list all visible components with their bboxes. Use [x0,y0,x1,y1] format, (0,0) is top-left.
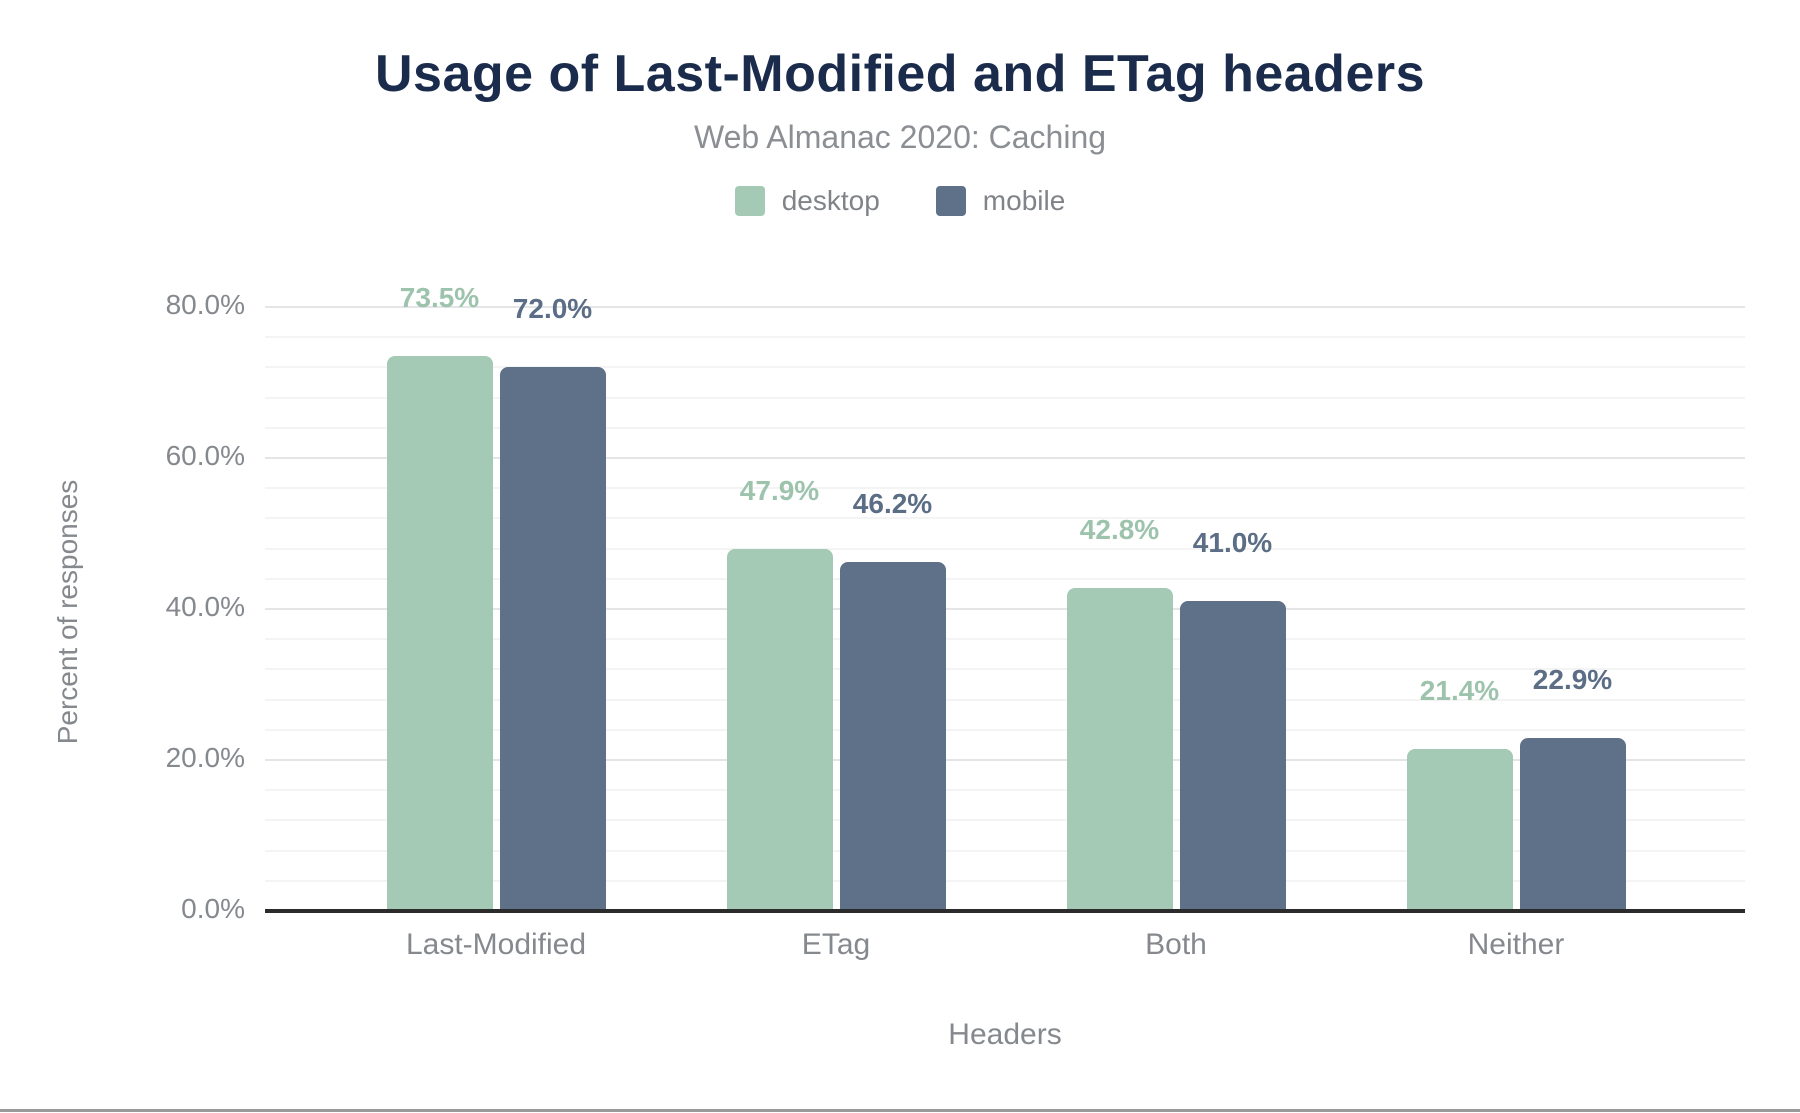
mobile-swatch-icon [935,186,966,216]
bar-desktop-both[interactable] [1066,587,1173,911]
x-axis-line [265,909,1745,913]
minor-gridline [265,849,1745,852]
y-axis-title: Percent of responses [52,479,83,745]
minor-gridline [265,426,1745,429]
bar-mobile-last-modified[interactable] [499,367,606,911]
minor-gridline [265,879,1745,882]
bar-desktop-etag[interactable] [726,549,833,911]
legend-item-mobile[interactable]: mobile [935,185,1066,217]
plot-area: 73.5% 72.0% 47.9% 46.2% 42.8% 41.0% 21.4% 22.9% [265,282,1745,911]
x-axis-title: Headers [948,1018,1062,1051]
major-gridline [265,608,1745,610]
bar-desktop-last-modified[interactable] [386,356,493,911]
minor-gridline [265,517,1745,520]
value-label-desktop-neither: 21.4% [1419,675,1500,707]
value-label-desktop-last-modified: 73.5% [399,282,480,314]
minor-gridline [265,577,1745,580]
minor-gridline [265,366,1745,369]
value-label-desktop-etag: 47.9% [739,475,820,507]
y-tick-label: 80.0% [165,289,245,320]
minor-gridline [265,487,1745,490]
minor-gridline [265,396,1745,399]
minor-gridline [265,638,1745,641]
value-label-mobile-etag: 46.2% [852,488,933,520]
minor-gridline [265,336,1745,339]
legend-item-desktop[interactable]: desktop [734,185,880,217]
legend-label-mobile: mobile [982,185,1066,216]
legend-label-desktop: desktop [781,185,880,216]
bar-desktop-neither[interactable] [1406,749,1513,911]
y-tick-label: 60.0% [165,440,245,471]
minor-gridline [265,547,1745,550]
minor-gridline [265,728,1745,731]
chart-subtitle: Web Almanac 2020: Caching [693,119,1107,155]
minor-gridline [265,789,1745,792]
major-gridline [265,306,1745,308]
y-tick-label: 20.0% [165,742,245,773]
value-label-mobile-neither: 22.9% [1532,664,1613,696]
bar-mobile-both[interactable] [1179,601,1286,911]
minor-gridline [265,698,1745,701]
desktop-swatch-icon [734,186,765,216]
y-tick-label: 40.0% [165,591,245,622]
major-gridline [265,457,1745,459]
value-label-mobile-both: 41.0% [1192,527,1273,559]
major-gridline [265,759,1745,761]
x-tick-label-etag: ETag [801,928,871,961]
chart-title: Usage of Last-Modified and ETag headers [374,45,1426,103]
y-tick-label: 0.0% [181,893,245,924]
x-tick-label-last-modified: Last-Modified [405,928,587,961]
value-label-mobile-last-modified: 72.0% [512,293,593,325]
minor-gridline [265,819,1745,822]
bottom-divider [0,1109,1800,1112]
bar-mobile-neither[interactable] [1519,738,1626,911]
x-tick-label-neither: Neither [1467,928,1565,961]
minor-gridline [265,668,1745,671]
x-tick-label-both: Both [1145,928,1207,961]
bar-mobile-etag[interactable] [839,562,946,911]
legend: desktop mobile [0,185,1800,217]
value-label-desktop-both: 42.8% [1079,513,1160,545]
